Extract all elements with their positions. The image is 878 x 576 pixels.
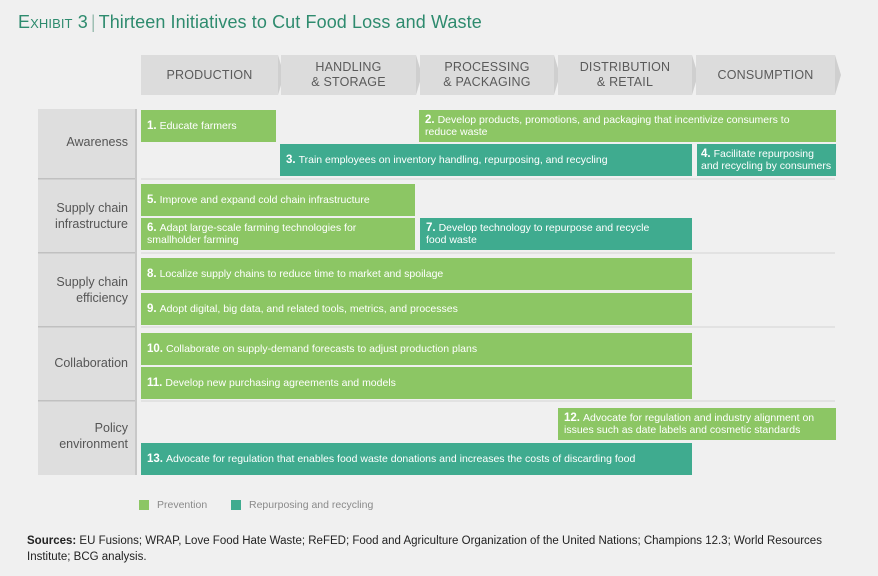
initiative-number: 11. [147,376,163,389]
stage-label: DISTRIBUTION [579,60,671,74]
sources-note: Sources: EU Fusions; WRAP, Love Food Hat… [27,533,847,565]
stage-processing-packaging: PROCESSING & PACKAGING [420,55,560,95]
row-divider [38,400,135,403]
initiative-number: 9. [147,302,157,315]
legend-item-prevention: Prevention [139,499,207,511]
initiative-text: Develop new purchasing agreements and mo… [165,376,396,389]
initiative-number: 12. [564,411,580,424]
grid-divider [141,178,835,180]
row-divider [38,252,135,255]
row-label-text-line2: environment [59,437,128,451]
stage-label-line2: & STORAGE [311,75,386,89]
grid-divider [141,400,835,402]
initiative-text: Adapt large-scale farming technologies f… [147,221,357,247]
legend-label: Repurposing and recycling [249,499,374,511]
initiative-2: 2. Develop products, promotions, and pack… [419,110,836,142]
stage-label-line2: & PACKAGING [443,75,531,89]
row-label-text-line2: infrastructure [55,217,128,231]
initiative-number: 10. [147,342,163,355]
sources-label: Sources: [27,535,77,547]
initiative-text: Train employees on inventory handling, r… [298,153,608,166]
initiative-5: 5. Improve and expand cold chain infrastr… [141,184,415,216]
initiative-number: 4. [701,147,711,160]
stage-handling-storage: HANDLING & STORAGE [281,55,422,95]
row-label-awareness: Awareness [38,134,128,150]
initiative-1: 1. Educate farmers [141,110,276,142]
stage-consumption: CONSUMPTION [696,55,841,95]
chevron-right-icon [692,55,698,95]
initiative-text: Advocate for regulation that enables foo… [166,452,636,465]
row-divider [38,326,135,329]
initiative-11: 11. Develop new purchasing agreements and… [141,367,692,399]
initiative-6: 6. Adapt large-scale farming technologies… [141,218,415,250]
stage-label: HANDLING [315,60,382,74]
legend-swatch-prevention [139,500,149,510]
stage-label-line2: & RETAIL [596,75,654,89]
initiative-text: Develop products, promotions, and packag… [425,113,790,139]
initiative-text: Improve and expand cold chain infrastruc… [159,193,370,206]
row-label-text: Awareness [66,135,128,149]
exhibit-title: Exhibit 3 | Thirteen Initiatives to Cut Fo… [18,12,482,33]
exhibit-number: Exhibit 3 [18,12,88,32]
stage-label: CONSUMPTION [717,67,814,82]
initiative-10: 10. Collaborate on supply-demand forecast… [141,333,692,365]
initiative-text: Adopt digital, big data, and related too… [159,302,458,315]
chevron-right-icon [416,55,422,95]
initiative-number: 2. [425,113,435,126]
row-label-text-line2: efficiency [76,291,128,305]
grid-divider [141,326,835,328]
initiative-text: Educate farmers [159,119,237,132]
stage-label: PROCESSING [444,60,530,74]
initiative-number: 6. [147,221,157,234]
initiative-text: Collaborate on supply-demand forecasts t… [166,342,478,355]
legend-label: Prevention [157,499,208,511]
initiative-text: Localize supply chains to reduce time to… [159,267,444,280]
row-label-supply-chain-efficiency: Supply chain efficiency [38,274,128,306]
row-divider [38,178,135,181]
initiative-number: 5. [147,193,157,206]
row-label-collaboration: Collaboration [38,355,128,371]
stage-distribution-retail: DISTRIBUTION & RETAIL [558,55,698,95]
row-label-text: Collaboration [54,356,128,370]
initiative-13: 13. Advocate for regulation that enables … [141,443,692,475]
chevron-right-icon [835,55,841,95]
initiative-number: 1. [147,119,157,132]
initiative-number: 8. [147,267,157,280]
stage-label: PRODUCTION [166,67,253,82]
category-panel [38,109,137,475]
initiative-8: 8. Localize supply chains to reduce time … [141,258,692,290]
initiative-text: Develop technology to repurpose and recy… [426,221,650,247]
initiative-text: Advocate for regulation and industry ali… [564,411,815,437]
chevron-right-icon [554,55,560,95]
initiative-number: 7. [426,221,436,234]
row-label-text: Policy [94,421,128,435]
row-label-text: Supply chain [56,275,128,289]
sources-text: EU Fusions; WRAP, Love Food Hate Waste; … [27,535,822,563]
title-separator: | [90,12,96,32]
row-label-policy-environment: Policy environment [38,420,128,452]
initiative-9: 9. Adopt digital, big data, and related t… [141,293,692,325]
row-label-supply-chain-infrastructure: Supply chain infrastructure [38,200,128,232]
legend-swatch-repurposing [231,500,241,510]
row-label-text: Supply chain [56,201,128,215]
initiative-3: 3. Train employees on inventory handling,… [280,144,692,176]
stage-production: PRODUCTION [141,55,284,95]
initiative-number: 3. [286,153,296,166]
initiative-7: 7. Develop technology to repurpose and re… [420,218,692,250]
initiative-number: 13. [147,452,163,465]
legend-item-repurposing: Repurposing and recycling [231,499,373,511]
initiative-text: Facilitate repurposing and recycling by … [701,147,832,173]
initiative-4: 4. Facilitate repurposing and recycling b… [697,144,836,176]
title-text: Thirteen Initiatives to Cut Food Loss an… [98,12,482,32]
initiative-12: 12. Advocate for regulation and industry … [558,408,836,440]
grid-divider [141,252,835,254]
